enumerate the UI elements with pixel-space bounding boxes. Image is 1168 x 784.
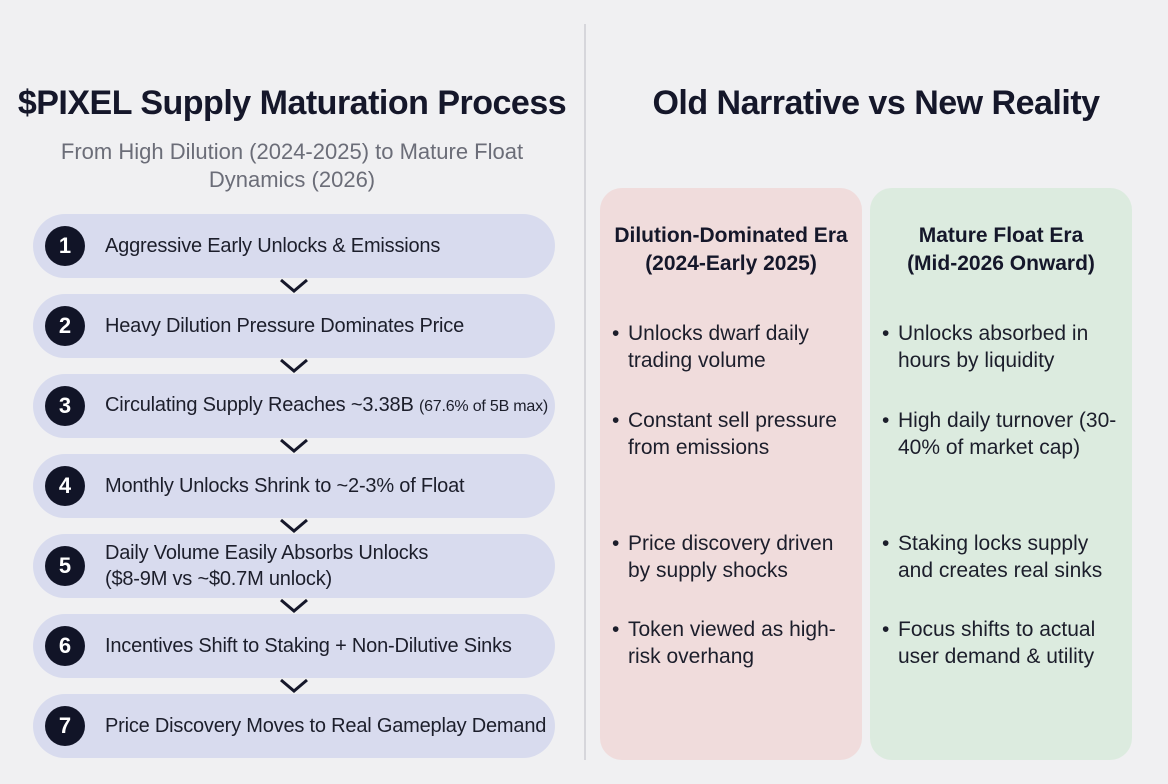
new-era-bullet: • Focus shifts to actual user demand & u…: [882, 616, 1128, 670]
step-number-badge: 6: [45, 626, 85, 666]
process-title: $PIXEL Supply Maturation Process: [17, 84, 567, 122]
step-label: Incentives Shift to Staking + Non-Diluti…: [105, 635, 512, 657]
step-number-badge: 5: [45, 546, 85, 586]
new-era-heading: Mature Float Era (Mid-2026 Onward): [870, 222, 1132, 278]
step-label: Daily Volume Easily Absorbs Unlocks ($8-…: [105, 540, 428, 592]
panel-divider: [584, 24, 586, 760]
old-era-heading: Dilution-Dominated Era (2024-Early 2025): [600, 222, 862, 278]
chevron-down-icon: [33, 598, 555, 614]
step-2: 2 Heavy Dilution Pressure Dominates Pric…: [33, 294, 555, 358]
old-era-heading-line2: (2024-Early 2025): [645, 252, 817, 275]
step-label: Price Discovery Moves to Real Gameplay D…: [105, 715, 547, 737]
chevron-down-icon: [33, 518, 555, 534]
step-5: 5 Daily Volume Easily Absorbs Unlocks ($…: [33, 534, 555, 598]
new-era-bullet: • Staking locks supply and creates real …: [882, 530, 1128, 584]
old-era-column: Dilution-Dominated Era (2024-Early 2025)…: [600, 188, 862, 760]
new-era-column: Mature Float Era (Mid-2026 Onward) • Unl…: [870, 188, 1132, 760]
comparison-title: Old Narrative vs New Reality: [652, 84, 1100, 122]
bullet-text: High daily turnover (30-40% of market ca…: [898, 409, 1117, 459]
step-7: 7 Price Discovery Moves to Real Gameplay…: [33, 694, 555, 758]
step-label-note: (67.6% of 5B max): [418, 398, 549, 415]
bullet-text: Constant sell pressure from emissions: [628, 409, 837, 459]
step-label: Circulating Supply Reaches ~3.38B (67.6%…: [105, 392, 548, 420]
step-label-main: Circulating Supply Reaches ~3.38B: [105, 394, 414, 416]
old-era-bullet: • Token viewed as high-risk overhang: [612, 616, 858, 670]
step-label-line1: Daily Volume Easily Absorbs Unlocks: [105, 542, 429, 564]
step-6: 6 Incentives Shift to Staking + Non-Dilu…: [33, 614, 555, 678]
chevron-down-icon: [33, 678, 555, 694]
old-era-bullet: • Price discovery driven by supply shock…: [612, 530, 858, 584]
bullet-text: Focus shifts to actual user demand & uti…: [898, 618, 1096, 668]
step-3: 3 Circulating Supply Reaches ~3.38B (67.…: [33, 374, 555, 438]
step-number-badge: 3: [45, 386, 85, 426]
chevron-down-icon: [33, 358, 555, 374]
process-steps: 1 Aggressive Early Unlocks & Emissions 2…: [33, 214, 555, 758]
step-label-line2: ($8-9M vs ~$0.7M unlock): [105, 568, 332, 590]
bullet-icon: •: [882, 322, 890, 345]
step-number-badge: 7: [45, 706, 85, 746]
bullet-icon: •: [882, 618, 890, 641]
step-label: Heavy Dilution Pressure Dominates Price: [105, 315, 465, 337]
bullet-icon: •: [882, 409, 890, 432]
bullet-icon: •: [612, 409, 620, 432]
bullet-icon: •: [612, 322, 620, 345]
step-number-badge: 1: [45, 226, 85, 266]
step-label: Aggressive Early Unlocks & Emissions: [105, 235, 441, 257]
new-era-heading-line2: (Mid-2026 Onward): [907, 252, 1095, 275]
old-era-bullet: • Unlocks dwarf daily trading volume: [612, 320, 858, 374]
step-number-badge: 4: [45, 466, 85, 506]
step-1: 1 Aggressive Early Unlocks & Emissions: [33, 214, 555, 278]
bullet-icon: •: [612, 618, 620, 641]
bullet-icon: •: [612, 532, 620, 555]
process-subtitle: From High Dilution (2024-2025) to Mature…: [60, 139, 524, 192]
bullet-text: Unlocks dwarf daily trading volume: [628, 322, 809, 372]
new-era-heading-line1: Mature Float Era: [918, 224, 1084, 247]
step-number-badge: 2: [45, 306, 85, 346]
step-label: Monthly Unlocks Shrink to ~2-3% of Float: [105, 475, 465, 497]
bullet-text: Price discovery driven by supply shocks: [628, 532, 834, 582]
old-era-bullet: • Constant sell pressure from emissions: [612, 407, 858, 461]
chevron-down-icon: [33, 278, 555, 294]
new-era-bullet: • High daily turnover (30-40% of market …: [882, 407, 1128, 461]
bullet-text: Token viewed as high-risk overhang: [628, 618, 836, 668]
chevron-down-icon: [33, 438, 555, 454]
bullet-icon: •: [882, 532, 890, 555]
step-4: 4 Monthly Unlocks Shrink to ~2-3% of Flo…: [33, 454, 555, 518]
bullet-text: Unlocks absorbed in hours by liquidity: [898, 322, 1089, 372]
old-era-heading-line1: Dilution-Dominated Era: [614, 224, 848, 247]
bullet-text: Staking locks supply and creates real si…: [898, 532, 1103, 582]
new-era-bullet: • Unlocks absorbed in hours by liquidity: [882, 320, 1128, 374]
